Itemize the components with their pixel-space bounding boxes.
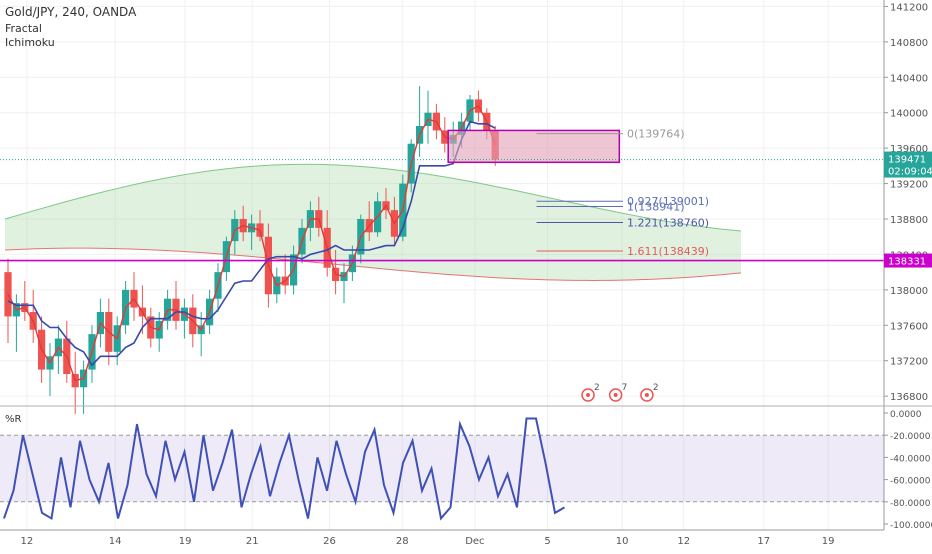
- indicator-pane: [0, 407, 884, 530]
- wr-band: [0, 435, 884, 502]
- grid-lines: [0, 0, 884, 530]
- wr-tick-label: -60.0000: [890, 477, 931, 487]
- price-tick-label: 136800: [890, 392, 928, 403]
- highlight-rectangle: [447, 129, 621, 164]
- indicator-name: Fractal: [5, 22, 42, 35]
- cloud-lower-line: [4, 247, 742, 281]
- fib-level-label: 1.221(138760): [627, 217, 709, 230]
- wr-tick-label: -100.0000: [890, 521, 932, 531]
- price-tick-label: 137200: [890, 357, 928, 368]
- fib-extension: 0(139764) 0.927(139001)1(138941) 1.221(138…: [536, 128, 709, 258]
- time-tick-label: 17: [757, 536, 770, 547]
- horizontal-line-value: 138331: [888, 257, 926, 268]
- price-tick-label: 139200: [890, 180, 928, 191]
- price-axis: 141200 140800 140400 140000 139600 139200 1388…: [883, 0, 932, 530]
- horizontal-line-box: [884, 253, 932, 268]
- price-tick-label: 140400: [890, 73, 928, 84]
- cloud-upper-line: [4, 163, 742, 232]
- event-count: 2: [653, 383, 659, 393]
- kijun-line: [7, 120, 496, 367]
- time-tick-label: 10: [616, 536, 629, 547]
- last-price-box: [884, 151, 932, 178]
- time-tick-label: 14: [109, 536, 122, 547]
- wr-label: %R: [5, 414, 22, 425]
- time-axis: 12 14 19 21 26 28 Dec 5 10 12 17 19: [0, 529, 884, 547]
- time-tick-label: 21: [246, 536, 259, 547]
- symbol-title: Gold/JPY, 240, OANDA: [5, 5, 137, 19]
- event-dot: [644, 393, 649, 397]
- price-tick-label: 138800: [890, 215, 928, 226]
- price-tick-label: 140000: [890, 109, 928, 120]
- price-tick-label: 138000: [890, 286, 928, 297]
- time-tick-label: 5: [544, 536, 550, 547]
- price-tick-label: 137600: [890, 321, 928, 332]
- indicator-name: Ichimoku: [5, 36, 55, 49]
- wr-tick-label: -40.0000: [890, 454, 931, 464]
- wr-tick-label: -20.0000: [890, 432, 931, 442]
- countdown: 02:09:04: [888, 167, 932, 178]
- price-tick-label: 141200: [890, 2, 928, 13]
- time-tick-label: 12: [677, 536, 690, 547]
- fib-level-label: 0.927(139001): [627, 195, 709, 208]
- event-marker: 2: [581, 383, 600, 402]
- fib-level-label: 1.611(138439): [627, 245, 709, 258]
- wr-tick-label: -80.0000: [890, 499, 931, 509]
- event-count: 7: [622, 383, 628, 393]
- price-tick-label: 139600: [890, 144, 928, 155]
- event-count: 2: [594, 383, 600, 393]
- wr-line: [3, 417, 566, 521]
- last-price-value: 139471: [888, 155, 926, 166]
- event-dot: [613, 393, 618, 397]
- event-marker: 7: [608, 383, 628, 402]
- fib-level-label: 1(138941): [627, 201, 685, 214]
- time-tick-label: 19: [822, 536, 835, 547]
- time-tick-label: 19: [179, 536, 192, 547]
- event-marker: 2: [640, 383, 659, 402]
- fib-level-label: 0(139764): [627, 128, 685, 141]
- price-tick-label: 140800: [890, 38, 928, 49]
- time-tick-label: 26: [323, 536, 336, 547]
- time-tick-label: Dec: [465, 536, 484, 547]
- time-tick-label: 28: [396, 536, 409, 547]
- time-tick-label: 12: [20, 536, 33, 547]
- event-dot: [586, 393, 591, 397]
- wr-tick-label: 0.0000: [890, 410, 922, 420]
- williams-r: %R 0.0000 -20.0000 -40.0000 -60.0000 -80.0000…: [0, 410, 932, 531]
